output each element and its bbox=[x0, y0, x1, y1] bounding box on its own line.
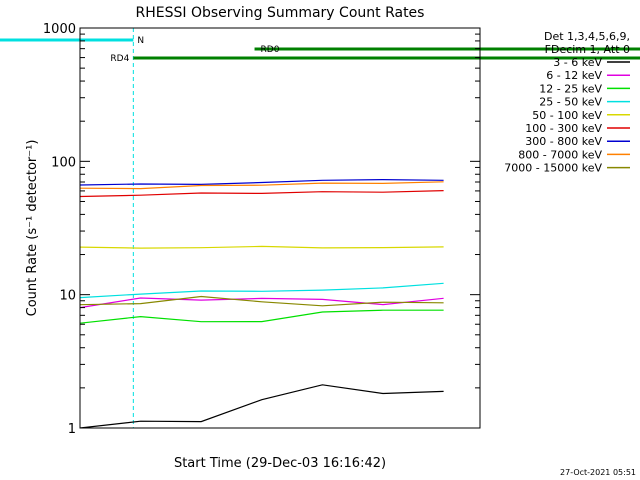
y-tick-label: 1 bbox=[68, 422, 76, 437]
legend-entry-label: 3 - 6 keV bbox=[553, 56, 602, 69]
plot-frame bbox=[79, 27, 481, 429]
series-line bbox=[80, 245, 444, 249]
x-axis-label: Start Time (29-Dec-03 16:16:42) bbox=[174, 456, 386, 471]
y-tick-label: 10 bbox=[59, 289, 76, 304]
legend-entry-label: 12 - 25 keV bbox=[539, 82, 602, 95]
series-line bbox=[80, 297, 444, 309]
series-line bbox=[80, 178, 444, 186]
legend-entry-label: 100 - 300 keV bbox=[525, 122, 602, 135]
legend-header: FDecim 1, Att 0 bbox=[545, 43, 630, 56]
annotation-label: RD0 bbox=[261, 45, 280, 55]
annotation-label: RD4 bbox=[110, 54, 129, 64]
generation-timestamp: 27-Oct-2021 05:51 bbox=[560, 468, 636, 477]
legend-entry-label: 300 - 800 keV bbox=[525, 135, 602, 148]
series-group bbox=[80, 178, 444, 428]
series-line bbox=[80, 190, 444, 198]
series-line bbox=[80, 384, 444, 428]
y-tick-label: 1000 bbox=[43, 22, 76, 37]
series-line bbox=[80, 295, 444, 307]
legend-entry-label: 7000 - 15000 keV bbox=[504, 162, 602, 175]
chart-title: RHESSI Observing Summary Count Rates bbox=[136, 5, 425, 21]
annotation-label: N bbox=[137, 36, 144, 46]
legend-entry-label: 50 - 100 keV bbox=[532, 109, 602, 122]
legend-entry-label: 25 - 50 keV bbox=[539, 96, 602, 109]
series-line bbox=[80, 282, 444, 299]
legend-entry-label: 6 - 12 keV bbox=[546, 69, 602, 82]
legend-entry-label: 800 - 7000 keV bbox=[518, 148, 602, 161]
legend-header: Det 1,3,4,5,6,9, bbox=[544, 30, 630, 43]
y-axis-label: Count Rate (s⁻¹ detector⁻¹) bbox=[25, 140, 40, 317]
series-line bbox=[80, 309, 444, 324]
y-tick-label: 100 bbox=[51, 155, 76, 170]
series-line bbox=[80, 181, 444, 190]
